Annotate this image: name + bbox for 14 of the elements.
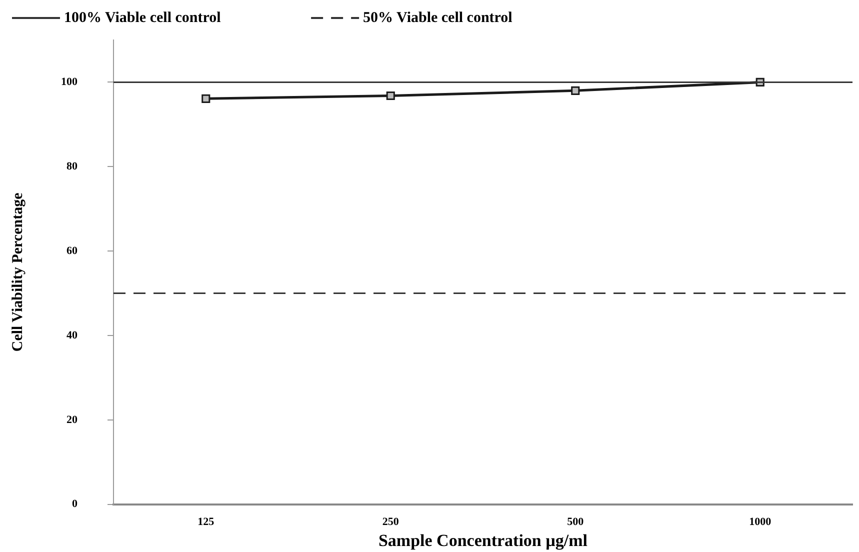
y-axis-title: Cell Viability Percentage (10, 192, 26, 352)
y-tick-label: 80 (66, 160, 78, 172)
x-tick-label: 1000 (749, 516, 772, 528)
legend-label: 100% Viable cell control (64, 10, 221, 26)
y-tick-label: 20 (66, 414, 78, 426)
x-tick-label: 250 (382, 516, 400, 528)
x-tick-label: 125 (198, 516, 215, 528)
y-tick-label: 0 (72, 498, 78, 510)
legend-label: 50% Viable cell control (363, 10, 512, 26)
y-tick-label: 100 (61, 76, 78, 88)
x-axis-title: Sample Concentration µg/ml (378, 531, 588, 550)
x-tick-label: 500 (567, 516, 584, 528)
y-tick-label: 60 (66, 244, 78, 257)
y-tick-label: 40 (66, 329, 78, 342)
